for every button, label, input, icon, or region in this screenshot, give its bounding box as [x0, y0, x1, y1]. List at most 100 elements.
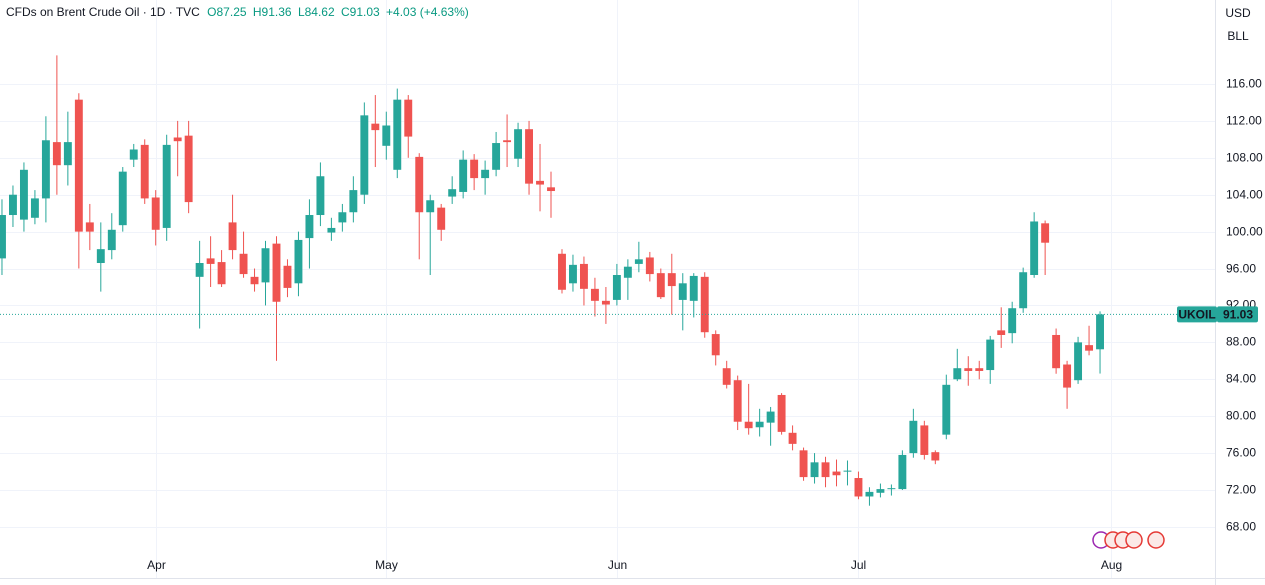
- candle-body: [1096, 314, 1104, 350]
- candle-body: [887, 488, 896, 490]
- y-tick-label: 116.00: [1226, 77, 1262, 91]
- candle-body: [41, 140, 50, 199]
- candle-body: [843, 470, 852, 472]
- candle-body: [733, 380, 742, 422]
- candle-body: [327, 227, 336, 233]
- candle-body: [426, 200, 435, 213]
- candle-body: [283, 265, 292, 288]
- candle-body: [744, 421, 753, 429]
- candle-body: [689, 275, 698, 301]
- candle-body: [140, 144, 149, 199]
- event-icon[interactable]: [1147, 531, 1165, 549]
- candle-body: [656, 273, 665, 298]
- symbol-tag: [1177, 306, 1217, 323]
- candle-body: [0, 215, 6, 259]
- candle-body: [634, 259, 643, 264]
- candle-body: [909, 420, 918, 454]
- legend: CFDs on Brent Crude Oil · 1D · TVC O87.2…: [6, 5, 469, 19]
- currency-label[interactable]: USD: [1225, 6, 1251, 20]
- candle-body: [931, 452, 940, 461]
- candle-body: [722, 368, 731, 385]
- symbol-label: UKOIL: [1178, 308, 1215, 322]
- candle-body: [569, 264, 577, 284]
- candle-body: [788, 432, 797, 444]
- event-icon[interactable]: [1125, 531, 1143, 549]
- y-tick-label: 108.00: [1226, 151, 1263, 165]
- candle-body: [678, 283, 687, 300]
- candle-body: [261, 248, 270, 283]
- candle-body: [766, 411, 775, 423]
- candle-body: [1030, 221, 1039, 275]
- candle-body: [30, 198, 39, 218]
- candle-body: [964, 368, 973, 371]
- candle-body: [590, 288, 599, 301]
- legend-low: L84.62: [298, 5, 335, 19]
- legend-title: CFDs on Brent Crude Oil · 1D · TVC: [6, 5, 200, 19]
- candle-body: [305, 215, 314, 239]
- grid: [0, 0, 1215, 578]
- candle-body: [942, 384, 951, 435]
- candle-body: [1041, 223, 1050, 243]
- candle-body: [865, 491, 874, 497]
- candle-body: [404, 99, 413, 137]
- candle-body: [360, 115, 369, 195]
- candle-body: [195, 263, 204, 277]
- candle-body: [1052, 334, 1061, 369]
- candle-body: [9, 194, 17, 216]
- candle-body: [338, 212, 347, 223]
- candle-body: [448, 189, 457, 197]
- candle-body: [854, 478, 863, 497]
- candle-body: [579, 263, 588, 289]
- candle-body: [1019, 272, 1028, 309]
- candle-body: [503, 140, 512, 143]
- candle-body: [63, 142, 72, 166]
- candle-body: [525, 129, 533, 184]
- y-tick-label: 84.00: [1226, 372, 1256, 386]
- y-tick-label: 112.00: [1226, 114, 1262, 128]
- candle-body: [832, 471, 841, 476]
- x-tick-label: Apr: [147, 558, 166, 572]
- candle-body: [96, 249, 105, 264]
- y-tick-label: 68.00: [1226, 520, 1256, 534]
- candle-body: [799, 450, 808, 478]
- labels: 68.0072.0076.0080.0084.0088.0092.0096.00…: [147, 77, 1263, 573]
- candle-body: [821, 462, 830, 478]
- candle-body: [667, 273, 676, 287]
- candle-body: [920, 425, 929, 455]
- candle-body: [777, 394, 786, 432]
- last-price-label: 91.03: [1223, 308, 1253, 322]
- candle-body: [898, 454, 907, 490]
- candle-body: [19, 169, 28, 220]
- x-tick-label: Jul: [851, 558, 866, 572]
- candle-body: [459, 159, 468, 192]
- y-tick-label: 104.00: [1226, 188, 1263, 202]
- legend-open: O87.25: [207, 5, 247, 19]
- y-tick-label: 88.00: [1226, 335, 1256, 349]
- y-tick-label: 80.00: [1226, 409, 1256, 423]
- candle-body: [645, 257, 654, 275]
- x-tick-label: May: [375, 558, 398, 572]
- y-tick-label: 76.00: [1226, 446, 1256, 460]
- candle-body: [382, 125, 391, 146]
- candle-body: [623, 266, 632, 278]
- candle-body: [173, 137, 182, 142]
- candle-body: [371, 123, 380, 131]
- candle-body: [239, 253, 248, 275]
- candle-body: [547, 187, 555, 192]
- candle-body: [711, 334, 720, 356]
- candle-body: [228, 222, 237, 251]
- candle-body: [107, 229, 116, 251]
- candle-body: [876, 489, 885, 493]
- x-tick-label: Aug: [1101, 558, 1122, 572]
- candle-body: [250, 276, 259, 285]
- candle-body: [52, 142, 61, 166]
- candle-body: [755, 421, 764, 428]
- unit-label[interactable]: BLL: [1227, 29, 1249, 43]
- candle-body: [558, 253, 566, 290]
- legend-change: +4.03 (+4.63%): [386, 5, 469, 19]
- candle-body: [1008, 308, 1017, 334]
- candle-body: [294, 239, 303, 284]
- candle-body: [184, 135, 193, 203]
- candle-body: [810, 462, 819, 478]
